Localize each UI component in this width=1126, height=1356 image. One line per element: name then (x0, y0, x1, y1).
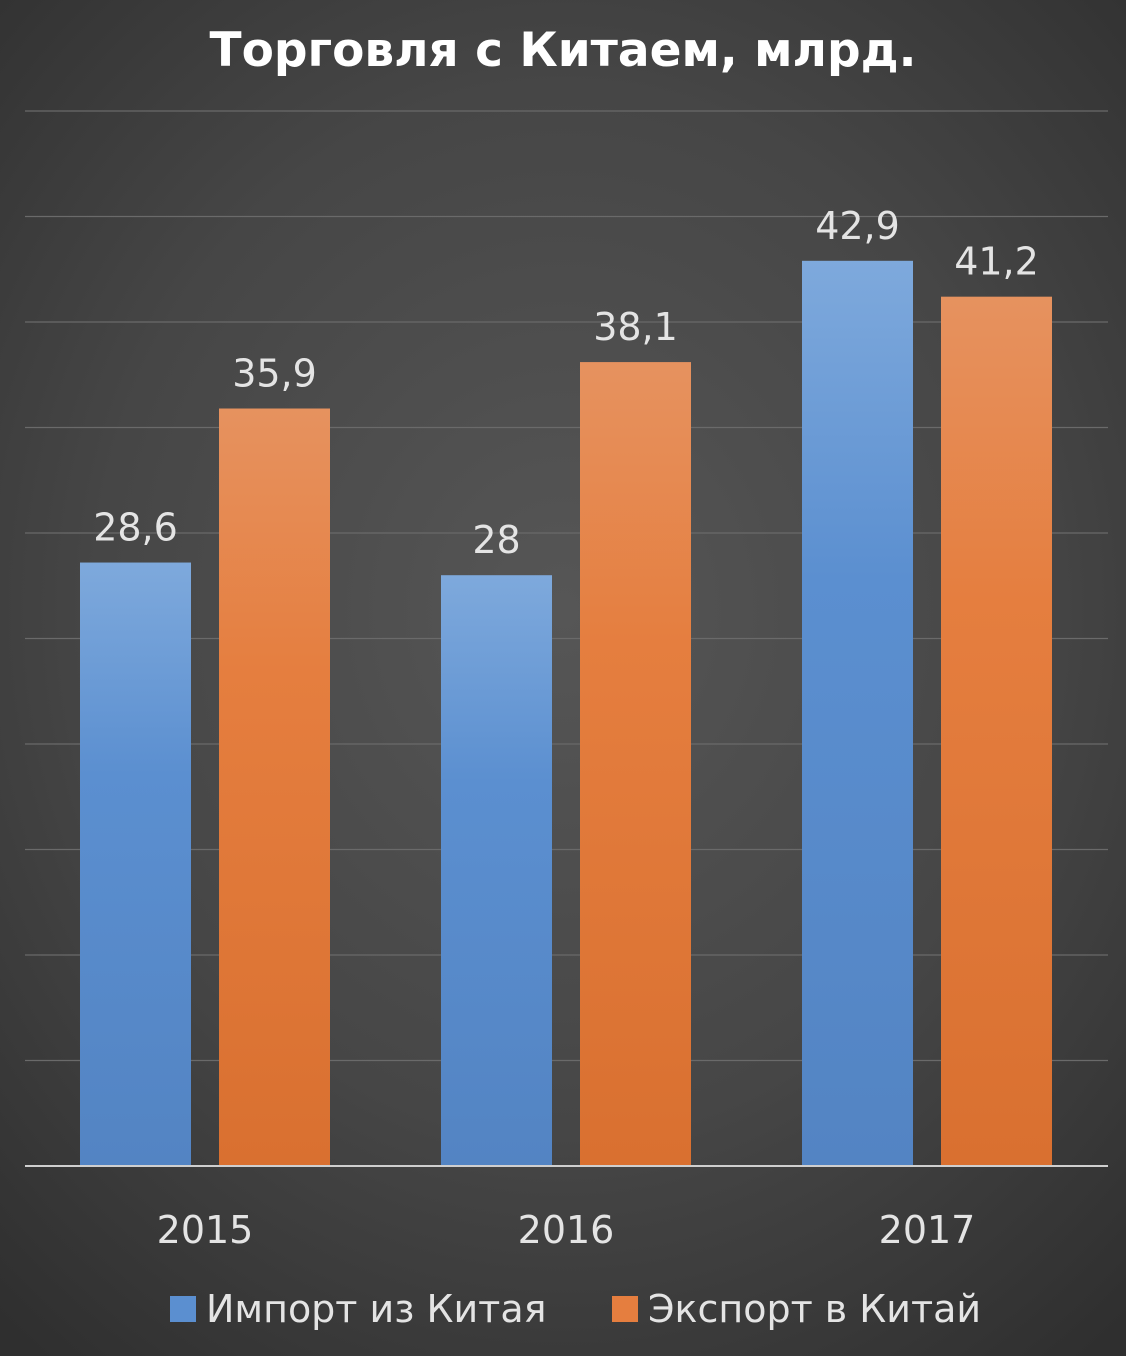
data-label-export-2017: 41,2 (954, 240, 1039, 284)
bar-import-2015 (80, 562, 191, 1166)
legend: Импорт из Китая Экспорт в Китай (170, 1287, 981, 1331)
data-label-export-2015: 35,9 (232, 352, 317, 396)
legend-swatch-import (170, 1296, 196, 1322)
x-tick-label-2016: 2016 (518, 1208, 615, 1252)
bar-export-2015 (219, 408, 330, 1166)
legend-swatch-export (612, 1296, 638, 1322)
bar-import-2017 (802, 260, 913, 1166)
data-label-export-2016: 38,1 (593, 305, 678, 349)
x-axis-tick-labels: 2015 2016 2017 (157, 1208, 976, 1252)
bars (80, 260, 1052, 1167)
bar-export-2017 (941, 296, 1052, 1166)
x-tick-label-2017: 2017 (879, 1208, 976, 1252)
chart-title: Торговля с Китаем, млрд. (210, 23, 917, 78)
data-label-import-2017: 42,9 (815, 204, 900, 248)
bar-export-2016 (580, 362, 691, 1167)
data-label-import-2015: 28,6 (93, 506, 178, 550)
data-label-import-2016: 28 (472, 518, 520, 562)
bar-import-2016 (441, 575, 552, 1166)
legend-label-import: Импорт из Китая (206, 1287, 546, 1331)
data-labels: 28,6 35,9 28 38,1 42,9 41,2 (93, 204, 1039, 562)
gridlines (25, 110, 1108, 1062)
legend-label-export: Экспорт в Китай (648, 1287, 981, 1331)
x-tick-label-2015: 2015 (157, 1208, 254, 1252)
